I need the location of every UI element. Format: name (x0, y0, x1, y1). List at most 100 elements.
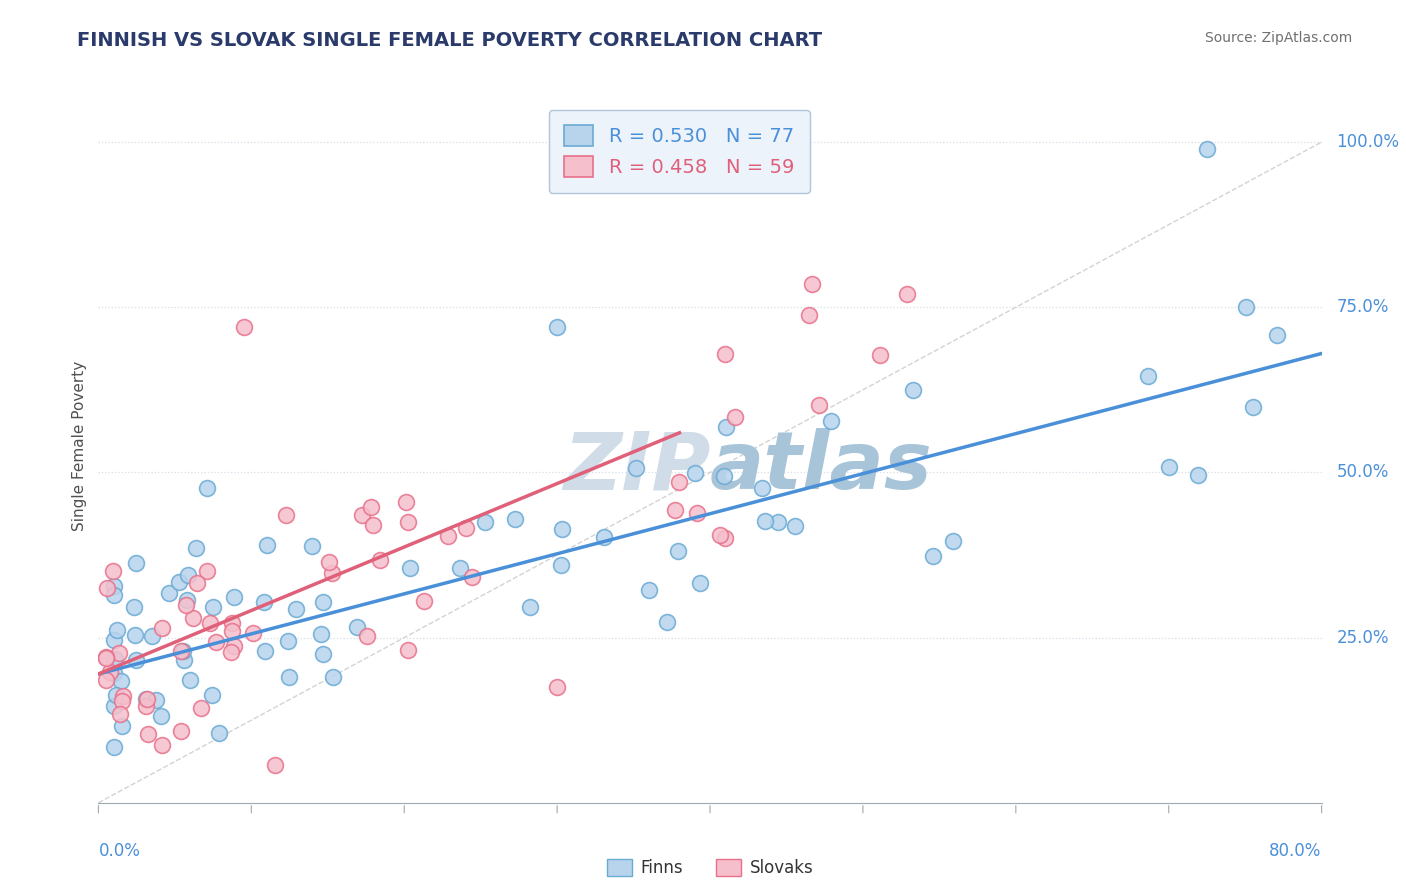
Point (668, 475, 690, 489)
Point (301, 539, 323, 553)
Point (172, 644, 194, 658)
Point (104, 652, 127, 666)
Point (869, 348, 891, 362)
Point (105, 623, 128, 637)
Point (454, 521, 477, 535)
Point (686, 506, 709, 520)
Point (150, 738, 173, 752)
Point (111, 694, 134, 708)
Point (801, 277, 824, 292)
Point (278, 670, 301, 684)
Point (96, 651, 118, 665)
Point (124, 628, 146, 642)
Point (205, 634, 228, 648)
Point (395, 495, 418, 509)
Point (714, 532, 737, 546)
Point (103, 579, 125, 593)
Point (551, 523, 574, 537)
Point (716, 420, 738, 434)
Point (709, 528, 731, 542)
Point (942, 534, 965, 549)
Point (157, 586, 180, 600)
Point (550, 558, 572, 572)
Point (901, 384, 924, 398)
Point (103, 633, 125, 648)
Point (104, 688, 127, 702)
Point (783, 519, 806, 533)
Point (754, 514, 776, 528)
Point (200, 616, 222, 631)
Point (125, 653, 148, 667)
Point (150, 621, 173, 635)
Text: Source: ZipAtlas.com: Source: ZipAtlas.com (1205, 31, 1353, 45)
Point (190, 701, 212, 715)
Point (356, 629, 378, 643)
Text: ZIP: ZIP (562, 428, 710, 507)
Point (103, 653, 125, 667)
Point (1195, 142, 1218, 156)
Point (1241, 400, 1264, 414)
Point (96, 650, 118, 665)
Point (797, 308, 820, 322)
Point (108, 707, 131, 722)
Point (413, 594, 436, 608)
Point (519, 600, 541, 615)
Text: 75.0%: 75.0% (1336, 298, 1389, 317)
Point (141, 629, 163, 643)
Point (221, 615, 243, 630)
Point (666, 544, 689, 558)
Point (170, 724, 193, 739)
Point (370, 552, 392, 566)
Point (399, 560, 422, 574)
Point (655, 615, 678, 629)
Point (232, 320, 254, 334)
Text: 50.0%: 50.0% (1336, 464, 1389, 482)
Point (103, 740, 125, 755)
Point (664, 503, 686, 517)
Point (396, 642, 419, 657)
Point (503, 512, 526, 526)
Point (242, 626, 264, 640)
Point (766, 516, 789, 530)
Point (638, 583, 661, 598)
Point (751, 482, 773, 496)
Text: atlas: atlas (710, 428, 932, 507)
Point (179, 673, 201, 688)
Point (101, 564, 124, 578)
Point (103, 588, 125, 602)
Text: 0.0%: 0.0% (98, 842, 141, 860)
Point (201, 599, 224, 614)
Text: 100.0%: 100.0% (1336, 133, 1399, 151)
Point (807, 398, 830, 412)
Point (170, 644, 193, 658)
Point (94, 673, 117, 687)
Point (396, 515, 419, 529)
Point (346, 620, 368, 634)
Point (312, 595, 335, 609)
Point (1187, 467, 1209, 482)
Point (110, 674, 132, 689)
Point (169, 575, 191, 590)
Point (222, 640, 245, 654)
Point (200, 688, 222, 702)
Point (103, 698, 125, 713)
Point (820, 414, 842, 428)
Point (150, 708, 173, 723)
Point (253, 643, 276, 657)
Point (107, 647, 129, 661)
Point (221, 645, 243, 659)
Point (122, 600, 145, 615)
Text: 80.0%: 80.0% (1270, 842, 1322, 860)
Point (112, 690, 135, 704)
Point (593, 530, 616, 544)
Point (135, 692, 157, 706)
Point (350, 508, 373, 522)
Point (222, 590, 245, 604)
Point (312, 647, 335, 661)
Point (181, 611, 204, 625)
Point (624, 461, 647, 475)
Point (322, 670, 344, 684)
Point (195, 481, 218, 495)
Point (276, 508, 298, 523)
Point (186, 575, 208, 590)
